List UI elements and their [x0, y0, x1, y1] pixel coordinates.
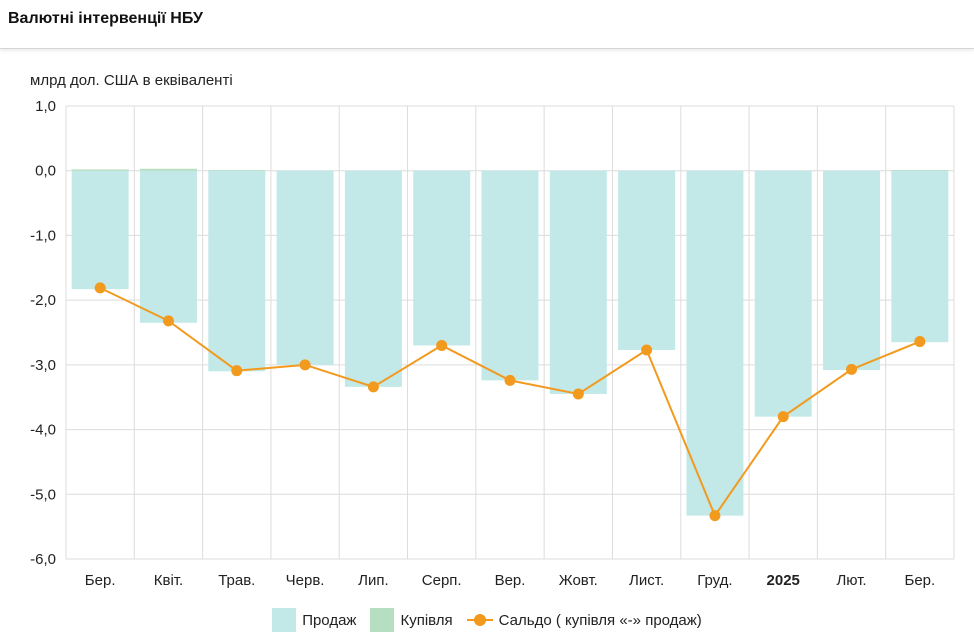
bar-purchases: [139, 168, 197, 171]
x-tick-label: Черв.: [286, 572, 325, 589]
x-tick-label: Лют.: [836, 572, 866, 589]
bar-sales: [139, 170, 197, 323]
page-title: Валютні інтервенції НБУ: [8, 10, 203, 27]
balance-point: [299, 359, 311, 371]
legend-item-purchases[interactable]: Купівля: [370, 608, 453, 632]
x-tick-label: Квіт.: [154, 572, 183, 589]
bar-sales: [549, 170, 607, 394]
balance-point: [846, 363, 858, 375]
bar-purchases: [208, 170, 266, 171]
bar-sales: [891, 170, 949, 343]
balance-point: [231, 365, 243, 377]
balance-point: [436, 339, 448, 351]
legend-swatch-purchases: [370, 608, 395, 632]
legend-swatch-sales: [272, 608, 297, 632]
x-tick-label: Серп.: [422, 572, 462, 589]
legend-label-purchases: Купівля: [400, 611, 453, 629]
legend-item-balance[interactable]: Сальдо ( купівля «-» продаж): [466, 611, 702, 629]
balance-point: [914, 336, 926, 348]
balance-point: [641, 344, 653, 356]
bar-sales: [413, 170, 471, 346]
y-tick-label: -1,0: [30, 227, 56, 244]
x-tick-label: Лист.: [629, 572, 664, 589]
x-tick-label: Вер.: [495, 572, 526, 589]
bar-sales: [754, 170, 812, 417]
y-tick-label: 0,0: [35, 163, 56, 180]
x-tick-label: Трав.: [218, 572, 255, 589]
x-tick-label: Жовт.: [559, 572, 598, 589]
bar-sales: [71, 170, 129, 290]
balance-point: [94, 282, 106, 294]
y-tick-label: -3,0: [30, 357, 56, 374]
x-tick-label: Бер.: [85, 572, 116, 589]
balance-point: [162, 315, 174, 327]
bar-sales: [823, 170, 881, 371]
bar-sales: [276, 170, 334, 365]
y-tick-label: -6,0: [30, 551, 56, 568]
y-tick-label: -4,0: [30, 422, 56, 439]
bar-sales: [686, 170, 744, 516]
balance-point: [777, 411, 789, 423]
legend-swatch-balance: [466, 613, 493, 627]
y-tick-label: 1,0: [35, 98, 56, 115]
bar-purchases: [71, 169, 129, 171]
legend-item-sales[interactable]: Продаж: [272, 608, 356, 632]
x-tick-label: Бер.: [904, 572, 935, 589]
legend: Продаж Купівля Сальдо ( купівля «-» прод…: [0, 606, 974, 634]
legend-label-balance: Сальдо ( купівля «-» продаж): [498, 611, 702, 629]
legend-label-sales: Продаж: [302, 611, 357, 629]
x-tick-label: 2025: [767, 572, 800, 589]
balance-point: [367, 381, 379, 393]
y-tick-label: -5,0: [30, 486, 56, 503]
x-tick-label: Груд.: [697, 572, 732, 589]
y-tick-label: -2,0: [30, 292, 56, 309]
header-bar: Валютні інтервенції НБУ: [0, 0, 974, 49]
balance-point: [709, 510, 721, 522]
balance-point: [572, 388, 584, 400]
bar-sales: [618, 170, 676, 350]
balance-point: [504, 374, 516, 386]
bar-sales: [208, 170, 266, 372]
chart-area: 1,0 0,0 -1,0 -2,0 -3,0 -4,0 -5,0 -6,0 Бер. Квіт. Т…: [30, 98, 955, 589]
bar-purchases: [891, 170, 949, 171]
bar-sales: [344, 170, 402, 387]
x-tick-label: Лип.: [358, 572, 389, 589]
bar-sales: [481, 170, 539, 381]
y-axis-label: млрд дол. США в еквіваленті: [30, 72, 233, 89]
